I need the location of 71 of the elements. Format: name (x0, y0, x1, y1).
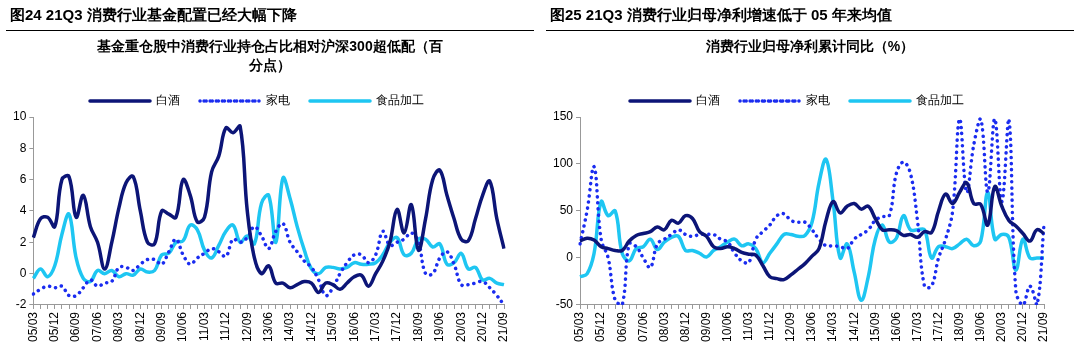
x-tick-label: 17/03 (367, 311, 382, 342)
y-tick-label: 6 (19, 171, 27, 186)
x-tick-label: 05/12 (47, 311, 62, 342)
x-tick-label: 16/06 (346, 311, 361, 342)
x-tick-label: 08/03 (111, 311, 126, 342)
x-tick-label: 11/12 (218, 311, 233, 342)
x-tick-label: 13/06 (804, 311, 819, 342)
y-tick-label: -2 (15, 297, 27, 312)
legend-label: 食品加工 (376, 93, 424, 108)
legend-label: 白酒 (696, 93, 720, 108)
y-tick-label: 0 (19, 265, 27, 280)
x-tick-label: 10/06 (719, 311, 734, 342)
y-tick-label: 8 (19, 140, 27, 155)
x-tick-label: 09/09 (154, 311, 169, 342)
x-tick-label: 08/12 (677, 311, 692, 342)
legend-label: 家电 (266, 93, 290, 108)
x-tick-label: 19/06 (432, 311, 447, 342)
x-tick-label: 05/03 (25, 311, 40, 342)
chart-title: 图25 21Q3 消费行业归母净利增速低于 05 年来均值 (546, 0, 1074, 31)
line-series (578, 181, 1046, 282)
x-tick-label: 21/09 (1036, 311, 1051, 342)
line-series (31, 124, 506, 295)
x-tick-label: 08/12 (132, 311, 147, 342)
x-tick-label: 07/06 (89, 311, 104, 342)
x-tick-label: 06/09 (68, 311, 83, 342)
x-tick-label: 20/03 (453, 311, 468, 342)
x-tick-label: 15/09 (325, 311, 340, 342)
x-tick-label: 14/12 (303, 311, 318, 342)
x-tick-label: 11/03 (196, 311, 211, 342)
x-tick-label: 17/12 (930, 311, 945, 342)
x-tick-label: 12/09 (239, 311, 254, 342)
x-tick-label: 15/09 (867, 311, 882, 342)
legend-label: 白酒 (156, 93, 180, 108)
x-tick-label: 05/03 (572, 311, 587, 342)
y-tick-label: 50 (559, 203, 574, 218)
x-tick-label: 06/09 (614, 311, 629, 342)
x-tick-label: 19/06 (973, 311, 988, 342)
x-tick-label: 07/06 (635, 311, 650, 342)
chart-title: 图24 21Q3 消费行业基金配置已经大幅下降 (6, 0, 534, 31)
x-tick-label: 16/06 (888, 311, 903, 342)
y-tick-label: 10 (12, 109, 27, 124)
x-tick-label: 14/03 (825, 311, 840, 342)
legend-label: 食品加工 (916, 93, 964, 108)
x-tick-label: 20/12 (1015, 311, 1030, 342)
x-tick-label: 13/06 (260, 311, 275, 342)
x-tick-label: 20/12 (474, 311, 489, 342)
x-tick-label: 18/09 (951, 311, 966, 342)
x-tick-label: 11/03 (741, 311, 756, 342)
chart-subtitle: 基金重仓股中消费行业持仓占比相对沪深300超低配（百分点） (96, 37, 444, 75)
y-tick-label: 2 (19, 234, 27, 249)
x-tick-label: 17/12 (389, 311, 404, 342)
y-tick-label: 4 (19, 203, 27, 218)
y-tick-label: 100 (552, 156, 574, 171)
x-tick-label: 21/09 (496, 311, 511, 342)
line-series (31, 176, 506, 287)
x-tick-label: 12/09 (783, 311, 798, 342)
legend-label: 家电 (806, 93, 830, 108)
x-tick-label: 10/06 (175, 311, 190, 342)
x-tick-label: 05/12 (593, 311, 608, 342)
y-tick-label: 150 (552, 109, 574, 124)
y-tick-label: 0 (566, 250, 574, 265)
x-tick-label: 14/03 (282, 311, 297, 342)
x-tick-label: 20/03 (994, 311, 1009, 342)
x-tick-label: 08/03 (656, 311, 671, 342)
chart-subtitle: 消费行业归母净利累计同比（%） (704, 37, 916, 56)
y-tick-label: -50 (555, 297, 574, 312)
x-tick-label: 11/12 (762, 311, 777, 342)
x-tick-label: 09/09 (698, 311, 713, 342)
x-tick-label: 14/12 (846, 311, 861, 342)
x-tick-label: 17/03 (909, 311, 924, 342)
x-tick-label: 18/09 (410, 311, 425, 342)
